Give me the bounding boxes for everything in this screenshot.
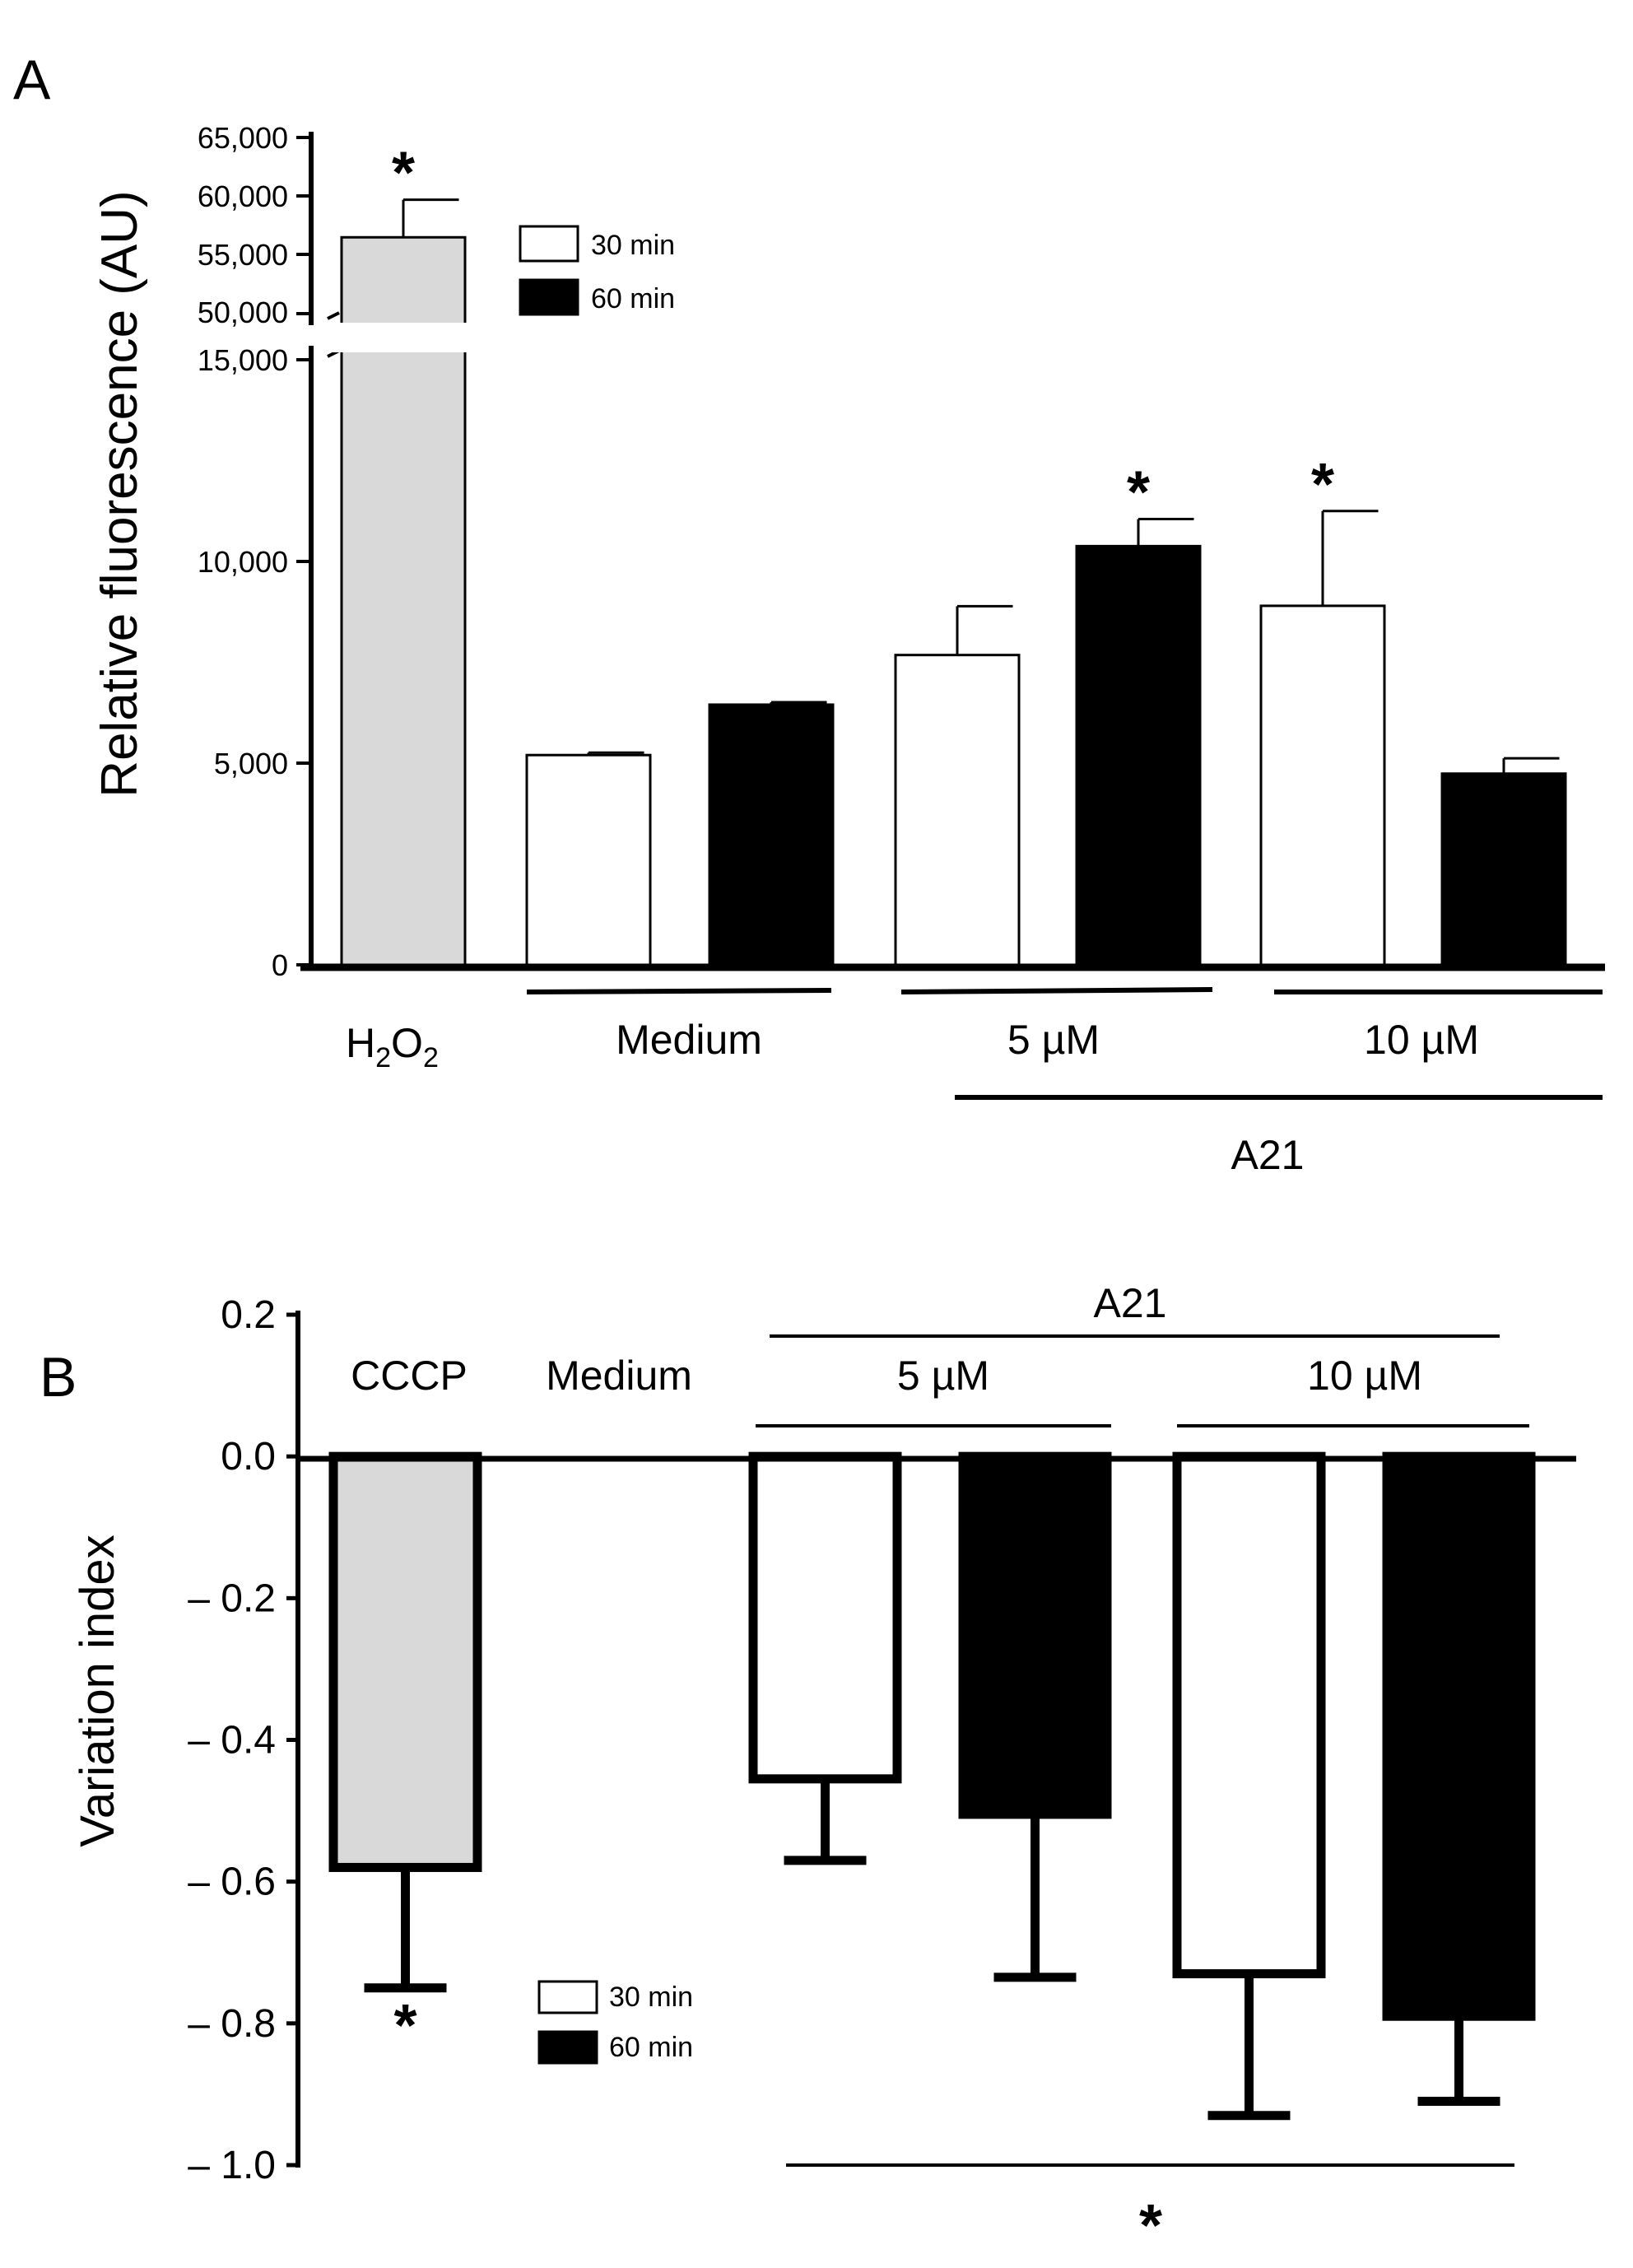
bar bbox=[894, 654, 1021, 966]
bar bbox=[1259, 604, 1386, 966]
panel-b-tick-label: – 0.4 bbox=[188, 1719, 276, 1763]
legend-60min-swatch bbox=[537, 2030, 598, 2065]
panel-a-y-ticks: 65,000 60,000 55,000 50,000 15,000 10,00… bbox=[198, 121, 311, 982]
legend-30min-swatch bbox=[537, 1980, 598, 2014]
panel-a-label-h2o2: H2O2 bbox=[346, 1020, 439, 1073]
legend-30min-label: 30 min bbox=[591, 230, 675, 261]
panel-b-label-cccp: CCCP bbox=[351, 1353, 468, 1399]
panel-a-tick-label: 50,000 bbox=[198, 296, 288, 329]
panel-a-label-5um: 5 µM bbox=[1007, 1017, 1100, 1063]
significance-star: * bbox=[1127, 460, 1150, 526]
legend-60min-label: 60 min bbox=[609, 2032, 693, 2063]
bar bbox=[708, 703, 835, 966]
panel-b: B Variation index 0.2 0.0 – 0.2 – 0.4 – 0.6 –… bbox=[40, 1280, 1576, 2259]
panel-b-tick-label: – 1.0 bbox=[188, 2144, 276, 2187]
bar bbox=[748, 1451, 902, 1784]
panel-a-group-line-5um bbox=[900, 987, 1213, 994]
panel-a-tick-label: 5,000 bbox=[214, 747, 288, 780]
panel-b-label-medium: Medium bbox=[546, 1353, 692, 1399]
panel-b-letter: B bbox=[40, 1346, 77, 1409]
panel-a-axis-break-mark bbox=[327, 311, 340, 320]
panel-b-label-5um: 5 µM bbox=[897, 1353, 989, 1399]
legend-30min-swatch bbox=[519, 225, 579, 263]
panel-a: A Relative fluorescence (AU) 65,000 60,0… bbox=[13, 49, 1605, 1178]
bar bbox=[1172, 1451, 1326, 1979]
panel-a-group-line-medium bbox=[526, 988, 832, 994]
panel-b-y-axis-label: Variation index bbox=[71, 1535, 124, 1847]
bar bbox=[1440, 772, 1567, 966]
panel-b-tick-label: 0.0 bbox=[221, 1435, 276, 1479]
panel-a-bars: * * * bbox=[329, 141, 1567, 966]
panel-a-letter: A bbox=[13, 49, 51, 111]
significance-star: * bbox=[1311, 452, 1334, 518]
panel-b-bars: * bbox=[328, 1451, 1536, 2121]
panel-b-label-10um: 10 µM bbox=[1307, 1353, 1422, 1399]
panel-a-tick-label: 0 bbox=[272, 948, 288, 982]
panel-b-tick-label: – 0.6 bbox=[188, 1861, 276, 1904]
panel-b-bottom-star: * bbox=[1139, 2193, 1162, 2259]
legend-60min-swatch bbox=[519, 278, 579, 316]
bar bbox=[525, 753, 652, 966]
bar bbox=[958, 1451, 1112, 1819]
panel-b-tick-label: – 0.2 bbox=[188, 1576, 276, 1620]
panel-a-legend: 30 min 60 min bbox=[519, 225, 675, 316]
panel-a-tick-label: 15,000 bbox=[198, 343, 288, 377]
panel-b-tick-label: 0.2 bbox=[221, 1293, 276, 1337]
panel-a-label-10um: 10 µM bbox=[1364, 1017, 1479, 1063]
significance-star: * bbox=[393, 1993, 416, 2059]
panel-b-legend: 30 min 60 min bbox=[537, 1980, 693, 2065]
panel-a-tick-label: 10,000 bbox=[198, 545, 288, 579]
panel-a-tick-label: 65,000 bbox=[198, 121, 288, 155]
panel-a-label-a21: A21 bbox=[1231, 1132, 1305, 1178]
panel-a-tick-label: 55,000 bbox=[198, 238, 288, 272]
legend-30min-label: 30 min bbox=[609, 1982, 693, 2013]
panel-b-label-a21: A21 bbox=[1094, 1280, 1167, 1326]
bar bbox=[1075, 544, 1202, 966]
panel-b-y-ticks: 0.2 0.0 – 0.2 – 0.4 – 0.6 – 0.8 – 1.0 bbox=[188, 1293, 298, 2187]
panel-b-tick-label: – 0.8 bbox=[188, 2002, 276, 2046]
bar bbox=[1382, 1451, 1536, 2021]
axis-break-gap bbox=[329, 323, 477, 352]
bar bbox=[340, 235, 467, 966]
significance-star: * bbox=[392, 141, 415, 207]
legend-60min-label: 60 min bbox=[591, 283, 675, 314]
panel-a-label-medium: Medium bbox=[616, 1017, 762, 1063]
panel-a-y-axis-label: Relative fluorescence (AU) bbox=[91, 190, 148, 797]
panel-a-tick-label: 60,000 bbox=[198, 179, 288, 213]
bar bbox=[328, 1451, 482, 1872]
